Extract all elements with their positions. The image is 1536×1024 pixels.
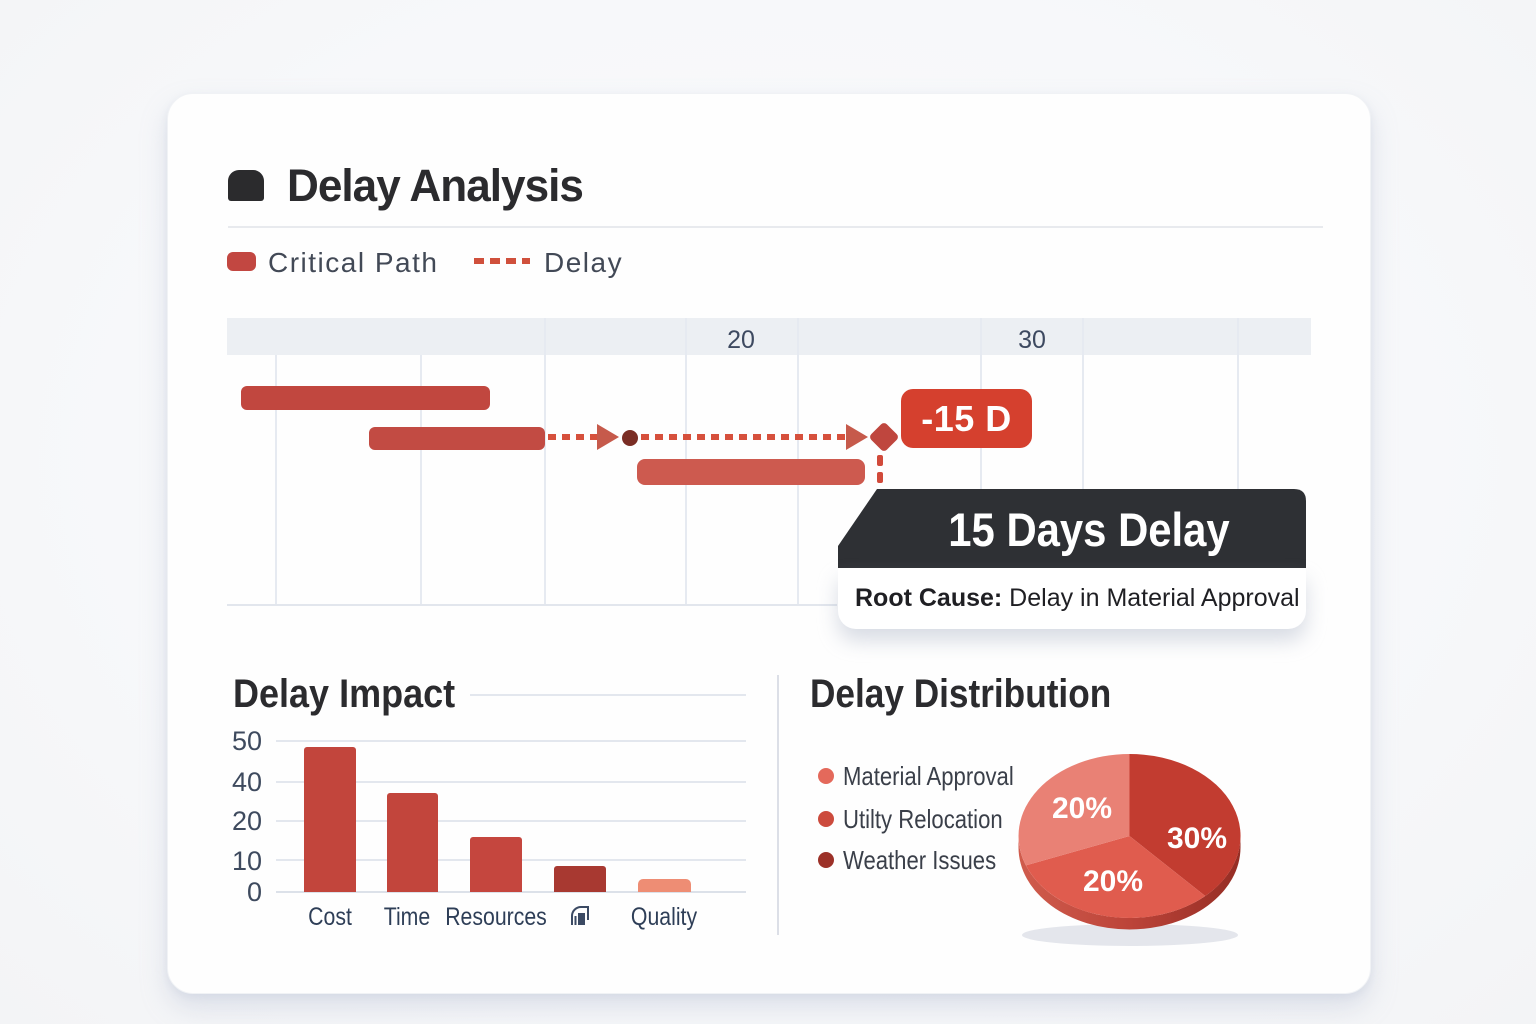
- svg-text:20%: 20%: [1083, 865, 1143, 898]
- svg-text:30%: 30%: [1167, 822, 1227, 855]
- svg-text:20%: 20%: [1052, 792, 1112, 825]
